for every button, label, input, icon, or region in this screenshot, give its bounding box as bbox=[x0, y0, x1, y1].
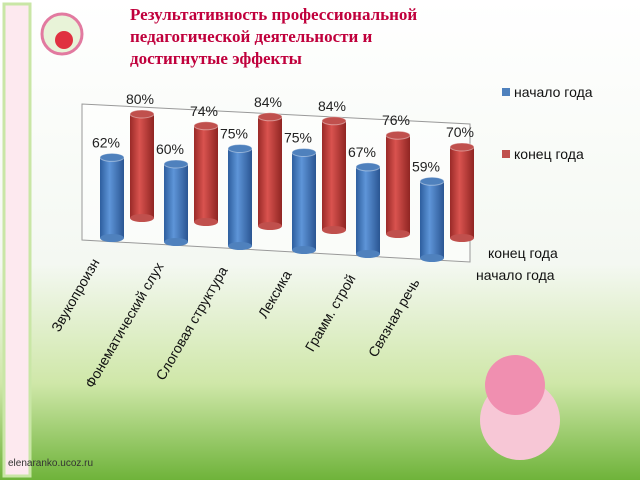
bar-body bbox=[194, 125, 218, 222]
bar-top bbox=[355, 162, 381, 172]
bar-bottom bbox=[356, 250, 380, 258]
bar bbox=[257, 112, 283, 230]
bar-body bbox=[322, 120, 346, 230]
source: elenaranko.ucoz.ru bbox=[8, 458, 93, 469]
value-label: 74% bbox=[190, 103, 218, 119]
bar-bottom bbox=[292, 246, 316, 254]
decor-strawberry bbox=[55, 31, 73, 49]
value-label: 70% bbox=[446, 124, 474, 140]
bar bbox=[419, 176, 445, 262]
bar-body bbox=[450, 147, 474, 238]
bar-bottom bbox=[386, 230, 410, 238]
bar-top bbox=[129, 109, 155, 119]
value-label: 62% bbox=[92, 134, 120, 150]
legend-label: начало года bbox=[514, 84, 593, 100]
bar bbox=[129, 109, 155, 222]
bar bbox=[163, 159, 189, 246]
bar bbox=[193, 121, 219, 226]
bar-body bbox=[386, 135, 410, 234]
bar-top bbox=[99, 152, 125, 162]
bar-bottom bbox=[450, 234, 474, 242]
legend-swatch bbox=[502, 150, 510, 158]
bar-top bbox=[449, 142, 475, 152]
legend-label: конец года bbox=[514, 146, 584, 162]
value-label: 80% bbox=[126, 91, 154, 107]
chart-title-line: Результативность профессиональной педагог… bbox=[130, 5, 417, 68]
bar bbox=[449, 142, 475, 242]
bar-bottom bbox=[228, 242, 252, 250]
title-line: достигнутые эффекты bbox=[130, 49, 302, 68]
bar-bottom bbox=[420, 254, 444, 262]
bar bbox=[291, 148, 317, 254]
bar-top bbox=[291, 148, 317, 157]
value-label: 59% bbox=[412, 158, 440, 174]
depth-label: конец года bbox=[488, 245, 558, 261]
bar-top bbox=[321, 116, 347, 126]
value-label: 84% bbox=[318, 98, 346, 114]
bar-body bbox=[130, 114, 154, 218]
bar-body bbox=[420, 181, 444, 258]
value-label: 60% bbox=[156, 141, 184, 157]
decor-hat bbox=[485, 355, 545, 415]
bar-top bbox=[163, 159, 189, 169]
bar-top bbox=[227, 144, 253, 153]
value-label: 67% bbox=[348, 144, 376, 160]
bar bbox=[385, 130, 411, 238]
bar-top bbox=[193, 121, 219, 131]
bar-bottom bbox=[164, 238, 188, 246]
bar-body bbox=[228, 148, 252, 246]
value-label: 75% bbox=[220, 126, 248, 142]
depth-label: начало года bbox=[476, 267, 555, 283]
bar-bottom bbox=[322, 226, 346, 234]
title-line: Результативность профессиональной bbox=[130, 5, 417, 24]
bar-body bbox=[100, 157, 124, 238]
bar-bottom bbox=[100, 234, 124, 242]
bar bbox=[321, 116, 347, 234]
bar bbox=[355, 162, 381, 258]
value-label: 84% bbox=[254, 94, 282, 110]
value-label: 76% bbox=[382, 112, 410, 128]
value-label: 75% bbox=[284, 130, 312, 146]
bar-bottom bbox=[194, 218, 218, 226]
legend-swatch bbox=[502, 88, 510, 96]
bar-body bbox=[356, 166, 380, 254]
bar-top bbox=[419, 176, 445, 186]
left-border bbox=[2, 2, 32, 478]
bar-body bbox=[258, 116, 282, 226]
title-line: педагогической деятельности и bbox=[130, 27, 373, 46]
bar-bottom bbox=[258, 222, 282, 230]
bar bbox=[227, 144, 253, 250]
bar bbox=[99, 152, 125, 242]
bar-top bbox=[257, 112, 283, 122]
bar-bottom bbox=[130, 214, 154, 222]
bar-body bbox=[292, 152, 316, 250]
bar-body bbox=[164, 164, 188, 242]
bar-top bbox=[385, 130, 411, 140]
